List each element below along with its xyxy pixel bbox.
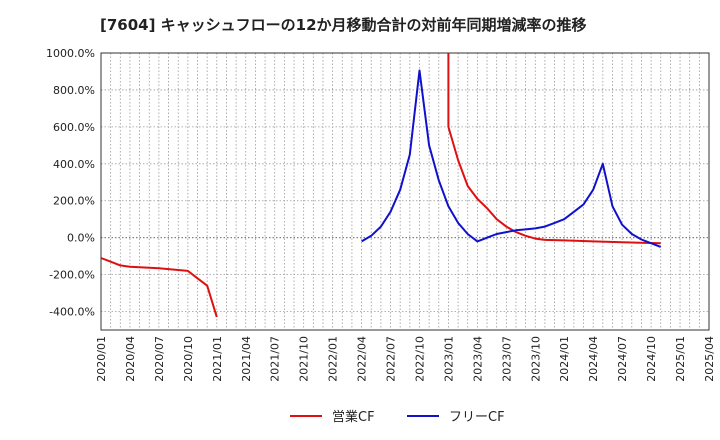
- legend-label-free-cf: フリーCF: [449, 410, 505, 425]
- x-tick-label: 2023/04: [471, 336, 484, 382]
- x-axis: 2020/01 2020/04 2020/07 2020/10 2021/01 2021/…: [95, 336, 716, 382]
- y-tick-label: 1000.0%: [46, 47, 95, 60]
- x-tick-label: 2022/04: [356, 336, 369, 382]
- y-tick-label: -200.0%: [49, 269, 95, 282]
- x-tick-label: 2024/07: [616, 336, 629, 382]
- x-tick-label: 2021/10: [298, 336, 311, 382]
- x-tick-label: 2024/10: [645, 336, 658, 382]
- legend: 営業CF フリーCF: [290, 409, 505, 425]
- x-tick-label: 2024/04: [587, 336, 600, 382]
- series-line-operating-cf-segment-2: [447, 53, 661, 245]
- x-tick-label: 2022/01: [327, 336, 340, 382]
- x-tick-label: 2023/10: [529, 336, 542, 382]
- x-tick-label: 2021/04: [240, 336, 253, 382]
- plot-area: [100, 52, 710, 331]
- y-tick-label: 800.0%: [53, 84, 95, 97]
- x-tick-label: 2025/04: [703, 336, 716, 382]
- series-line-operating-cf-segment-1: [100, 257, 218, 318]
- x-tick-label: 2023/07: [500, 336, 513, 382]
- legend-label-operating-cf: 営業CF: [332, 409, 375, 425]
- x-tick-label: 2020/01: [95, 336, 108, 382]
- x-tick-label: 2020/07: [153, 336, 166, 382]
- y-tick-label: 600.0%: [53, 121, 95, 134]
- y-tick-label: 200.0%: [53, 195, 95, 208]
- grid-lines: [100, 52, 710, 330]
- x-tick-label: 2022/07: [385, 336, 398, 382]
- x-tick-label: 2021/07: [269, 336, 282, 382]
- x-tick-label: 2020/10: [182, 336, 195, 382]
- x-tick-label: 2025/01: [674, 336, 687, 382]
- y-axis: -400.0% -200.0% 0.0% 200.0% 400.0% 600.0% 800.…: [46, 47, 95, 319]
- x-tick-label: 2021/01: [211, 336, 224, 382]
- series-line-free-cf-segment-1: [361, 69, 662, 248]
- plot-frame: [100, 52, 710, 331]
- x-tick-label: 2020/04: [124, 336, 137, 382]
- y-tick-label: 400.0%: [53, 158, 95, 171]
- y-tick-label: -400.0%: [49, 306, 95, 319]
- x-tick-label: 2024/01: [558, 336, 571, 382]
- plot-border: [100, 52, 710, 331]
- chart-title: [7604] キャッシュフローの12か月移動合計の対前年同期増減率の推移: [100, 16, 587, 34]
- series-lines: [100, 52, 710, 331]
- x-tick-label: 2022/10: [413, 336, 426, 382]
- x-tick-label: 2023/01: [442, 336, 455, 382]
- y-tick-label: 0.0%: [67, 232, 95, 245]
